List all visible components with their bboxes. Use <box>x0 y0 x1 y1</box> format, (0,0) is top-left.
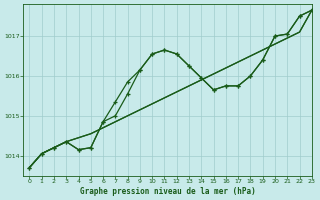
X-axis label: Graphe pression niveau de la mer (hPa): Graphe pression niveau de la mer (hPa) <box>80 187 255 196</box>
